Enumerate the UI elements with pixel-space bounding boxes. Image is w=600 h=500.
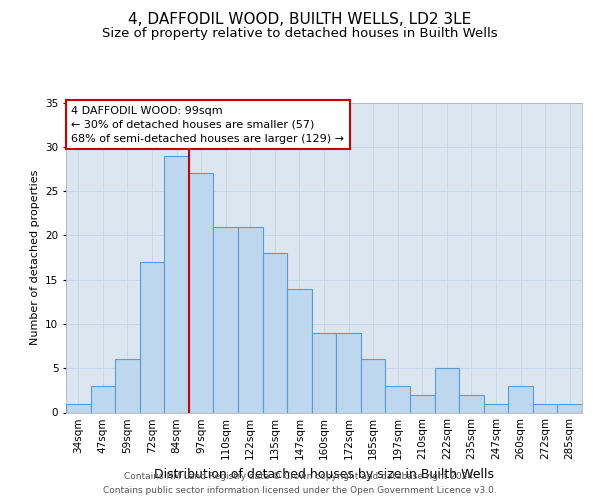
Bar <box>434 368 459 412</box>
Bar <box>66 404 91 412</box>
Bar <box>459 395 484 412</box>
Bar <box>214 226 238 412</box>
Y-axis label: Number of detached properties: Number of detached properties <box>29 170 40 345</box>
Bar <box>140 262 164 412</box>
Bar <box>336 333 361 412</box>
Bar <box>91 386 115 412</box>
Bar <box>557 404 582 412</box>
Bar <box>287 288 312 412</box>
Bar <box>508 386 533 412</box>
Bar <box>484 404 508 412</box>
Text: Contains HM Land Registry data © Crown copyright and database right 2024.: Contains HM Land Registry data © Crown c… <box>124 472 476 481</box>
Bar <box>312 333 336 412</box>
Bar <box>238 226 263 412</box>
Bar <box>189 174 214 412</box>
X-axis label: Distribution of detached houses by size in Builth Wells: Distribution of detached houses by size … <box>154 468 494 481</box>
Bar <box>263 253 287 412</box>
Bar <box>385 386 410 412</box>
Bar <box>115 360 140 412</box>
Bar <box>164 156 189 412</box>
Bar <box>533 404 557 412</box>
Text: Contains public sector information licensed under the Open Government Licence v3: Contains public sector information licen… <box>103 486 497 495</box>
Text: 4 DAFFODIL WOOD: 99sqm
← 30% of detached houses are smaller (57)
68% of semi-det: 4 DAFFODIL WOOD: 99sqm ← 30% of detached… <box>71 106 344 144</box>
Bar <box>410 395 434 412</box>
Text: Size of property relative to detached houses in Builth Wells: Size of property relative to detached ho… <box>102 28 498 40</box>
Bar <box>361 360 385 412</box>
Text: 4, DAFFODIL WOOD, BUILTH WELLS, LD2 3LE: 4, DAFFODIL WOOD, BUILTH WELLS, LD2 3LE <box>128 12 472 28</box>
